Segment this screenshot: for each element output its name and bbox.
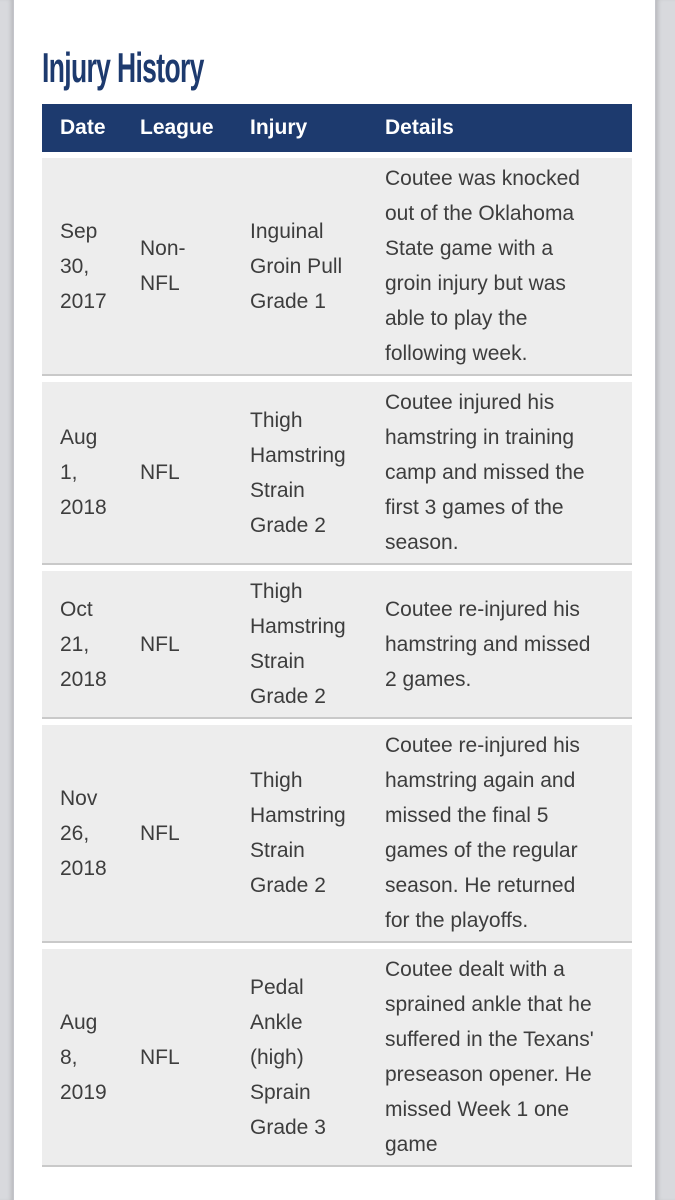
table-row: Nov 26, 2018 NFL Thigh Hamstring Strain … [42,725,632,943]
table-row: Sep 30, 2017 Non-NFL Inguinal Groin Pull… [42,158,632,376]
table-header-row: Date League Injury Details [42,104,632,152]
cell-league: Non-NFL [122,158,232,376]
cell-league: NFL [122,382,232,565]
cell-date: Sep 30, 2017 [42,158,122,376]
cell-league: NFL [122,725,232,943]
injury-history-table: Date League Injury Details Sep 30, 2017 … [42,98,632,1173]
cell-injury: Inguinal Groin Pull Grade 1 [232,158,367,376]
table-row: Aug 8, 2019 NFL Pedal Ankle (high) Sprai… [42,949,632,1167]
cell-league: NFL [122,571,232,719]
cell-details: Coutee re-injured his hamstring and miss… [367,571,632,719]
cell-injury: Thigh Hamstring Strain Grade 2 [232,571,367,719]
header-cell-injury: Injury [232,104,367,152]
table-row: Aug 1, 2018 NFL Thigh Hamstring Strain G… [42,382,632,565]
page-content: Injury History Date League Injury Detail… [14,0,655,1200]
cell-date: Aug 8, 2019 [42,949,122,1167]
cell-injury: Thigh Hamstring Strain Grade 2 [232,382,367,565]
cell-injury: Thigh Hamstring Strain Grade 2 [232,725,367,943]
left-margin-strip [0,0,14,1200]
header-cell-date: Date [42,104,122,152]
cell-date: Oct 21, 2018 [42,571,122,719]
table-body: Sep 30, 2017 Non-NFL Inguinal Groin Pull… [42,158,632,1167]
header-cell-details: Details [367,104,632,152]
cell-details: Coutee dealt with a sprained ankle that … [367,949,632,1167]
cell-details: Coutee was knocked out of the Oklahoma S… [367,158,632,376]
page-title: Injury History [42,44,204,91]
cell-injury: Pedal Ankle (high) Sprain Grade 3 [232,949,367,1167]
cell-league: NFL [122,949,232,1167]
right-margin-strip [655,0,675,1200]
cell-details: Coutee injured his hamstring in training… [367,382,632,565]
cell-details: Coutee re-injured his hamstring again an… [367,725,632,943]
cell-date: Aug 1, 2018 [42,382,122,565]
table-row: Oct 21, 2018 NFL Thigh Hamstring Strain … [42,571,632,719]
cell-date: Nov 26, 2018 [42,725,122,943]
table-head: Date League Injury Details [42,104,632,152]
header-cell-league: League [122,104,232,152]
